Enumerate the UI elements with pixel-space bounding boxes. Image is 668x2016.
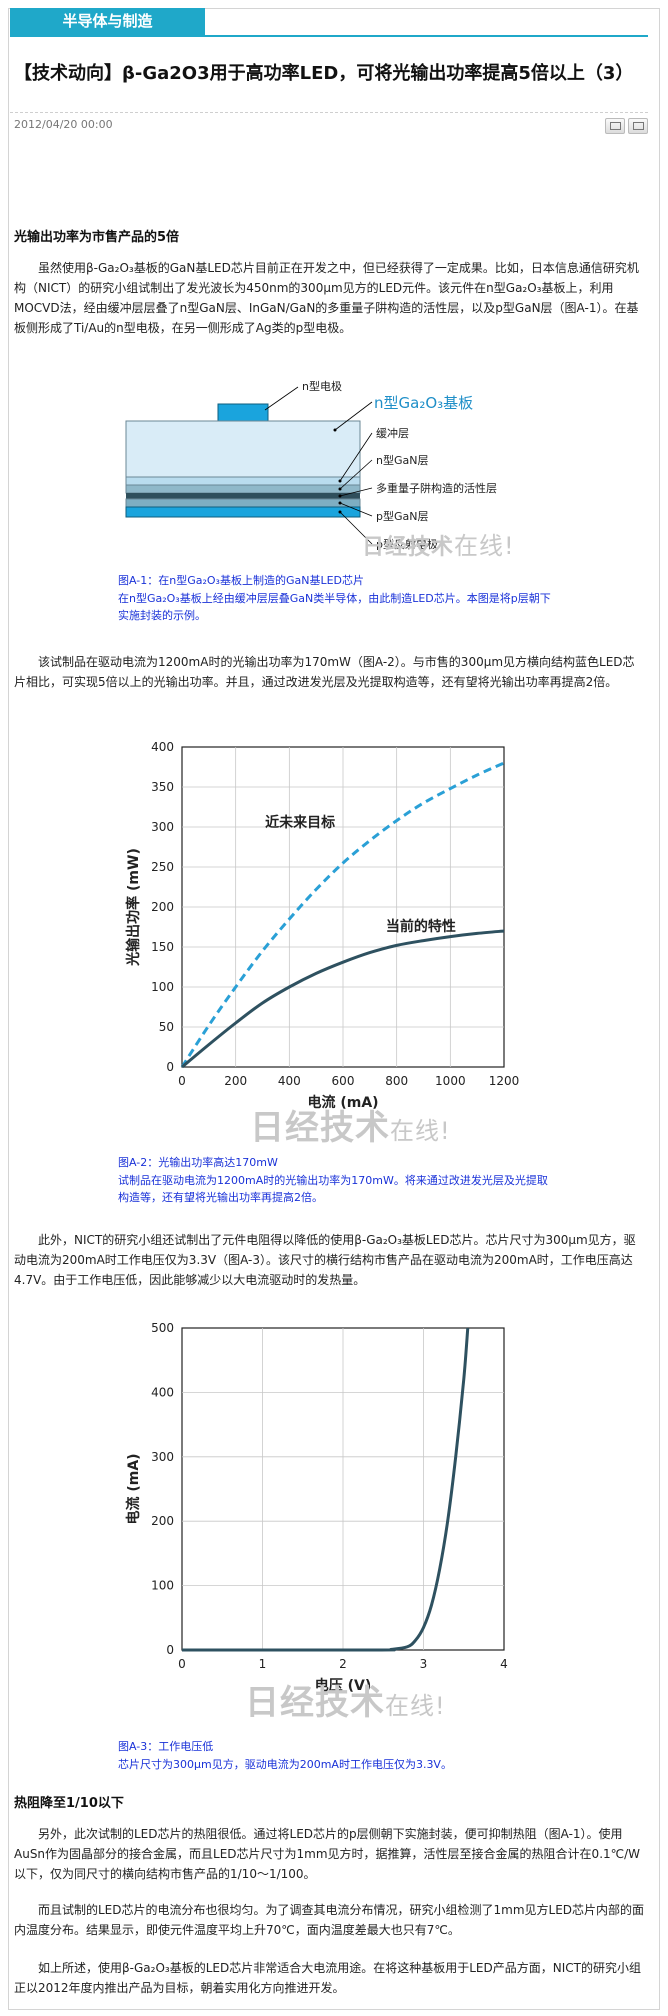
n-gan-layer bbox=[125, 484, 361, 494]
x-tick-label: 3 bbox=[420, 1657, 428, 1671]
chart-iv-curve: 0 1 2 3 4 0 100 200 300 400 500 电压 (V) 电流 (mA) bbox=[125, 1321, 508, 1694]
substrate-layer bbox=[125, 420, 361, 478]
x-tick-label: 400 bbox=[278, 1074, 301, 1088]
y-axis-label: 电流 (mA) bbox=[125, 1453, 142, 1524]
category-underline bbox=[10, 35, 648, 37]
label-mqw: 多重量子阱构造的活性层 bbox=[376, 482, 497, 495]
figure-caption-text: 在n型Ga₂O₃基板上经由缓冲层层叠GaN类半导体，由此制造LED芯片。本图是将… bbox=[118, 592, 551, 622]
x-tick-label: 0 bbox=[178, 1657, 186, 1671]
p-reflective-electrode bbox=[125, 506, 361, 518]
figure-caption-title: 图A-1：在n型Ga₂O₃基板上制造的GaN基LED芯片 bbox=[118, 574, 365, 587]
watermark: 日经技术在线! bbox=[362, 532, 515, 560]
y-tick-label: 500 bbox=[151, 1321, 174, 1335]
section-heading: 热阻降至1/10以下 bbox=[14, 1796, 124, 1811]
publish-date: 2012/04/20 00:00 bbox=[14, 118, 113, 131]
figure-caption-text: 芯片尺寸为300μm见方，驱动电流为200mA时工作电压仅为3.3V。 bbox=[118, 1758, 452, 1771]
x-tick-label: 600 bbox=[332, 1074, 355, 1088]
section-heading: 光输出功率为市售产品的5倍 bbox=[14, 230, 180, 245]
y-tick-label: 0 bbox=[166, 1060, 174, 1074]
label-n-gan: n型GaN层 bbox=[376, 454, 429, 467]
x-tick-label: 4 bbox=[500, 1657, 508, 1671]
paragraph: 如上所述，使用β-Ga₂O₃基板的LED芯片非常适合大电流用途。在将这种基板用于… bbox=[14, 1961, 641, 1995]
series-label: 当前的特性 bbox=[386, 918, 456, 935]
y-tick-label: 150 bbox=[151, 940, 174, 954]
figure-caption-title: 图A-3：工作电压低 bbox=[118, 1740, 214, 1753]
led-structure-diagram bbox=[125, 386, 373, 545]
series-line-1 bbox=[180, 761, 505, 1068]
p-gan-layer bbox=[125, 498, 361, 508]
x-tick-label: 1200 bbox=[489, 1074, 520, 1088]
label-p-gan: p型GaN层 bbox=[376, 510, 429, 523]
series-line-2 bbox=[181, 929, 505, 1069]
label-buffer: 缓冲层 bbox=[376, 427, 409, 440]
paragraph: 虽然使用β-Ga₂O₃基板的GaN基LED芯片目前正在开发之中，但已经获得了一定… bbox=[14, 261, 639, 335]
category-tab[interactable]: 半导体与制造 bbox=[10, 8, 205, 35]
chart-light-output: 0 200 400 600 800 1000 1200 0 50 100 150 200 250 300 3… bbox=[125, 740, 520, 1111]
series-label: 近未来目标 bbox=[265, 814, 335, 831]
label-substrate: n型Ga₂O₃基板 bbox=[374, 394, 474, 412]
x-tick-label: 1 bbox=[259, 1657, 267, 1671]
y-tick-label: 200 bbox=[151, 1514, 174, 1528]
x-tick-label: 1000 bbox=[435, 1074, 466, 1088]
x-axis-label: 电压 (V) bbox=[315, 1677, 372, 1694]
paragraph: 此外，NICT的研究小组还试制出了元件电阻得以降低的使用β-Ga₂O₃基板LED… bbox=[14, 1233, 636, 1287]
y-tick-label: 300 bbox=[151, 820, 174, 834]
x-axis-label: 电流 (mA) bbox=[307, 1094, 378, 1111]
paragraph: 该试制品在驱动电流为1200mA时的光输出功率为170mW（图A-2）。与市售的… bbox=[14, 655, 635, 689]
y-tick-label: 400 bbox=[151, 1385, 174, 1399]
series-line-1 bbox=[181, 1327, 470, 1652]
mqw-layer bbox=[126, 493, 360, 499]
y-tick-label: 250 bbox=[151, 860, 174, 874]
x-tick-label: 0 bbox=[178, 1074, 186, 1088]
watermark: 日经技术在线! bbox=[245, 1683, 446, 1723]
label-p-reflect: p型反射电极 bbox=[376, 538, 438, 551]
x-tick-label: 800 bbox=[385, 1074, 408, 1088]
y-tick-label: 300 bbox=[151, 1450, 174, 1464]
label-n-electrode: n型电极 bbox=[302, 380, 342, 393]
n-electrode-block bbox=[217, 403, 269, 423]
y-tick-label: 100 bbox=[151, 980, 174, 994]
print-icon[interactable] bbox=[605, 118, 625, 134]
x-tick-label: 2 bbox=[339, 1657, 347, 1671]
y-axis-label: 光输出功率 (mW) bbox=[125, 848, 142, 967]
paragraph: 另外，此次试制的LED芯片的热阻很低。通过将LED芯片的p层侧朝下实施封装，便可… bbox=[14, 1827, 641, 1881]
figure-caption-title: 图A-2：光输出功率高达170mW bbox=[118, 1156, 278, 1169]
buffer-layer bbox=[125, 476, 361, 486]
label-dots bbox=[333, 428, 342, 514]
y-tick-label: 350 bbox=[151, 780, 174, 794]
y-tick-label: 100 bbox=[151, 1579, 174, 1593]
x-tick-label: 200 bbox=[224, 1074, 247, 1088]
label-leaders bbox=[264, 386, 373, 545]
title-divider bbox=[10, 112, 648, 113]
y-tick-label: 50 bbox=[159, 1020, 174, 1034]
watermark: 日经技术在线! bbox=[250, 1108, 451, 1148]
paragraph: 而且试制的LED芯片的电流分布也很均匀。为了调查其电流分布情况，研究小组检测了1… bbox=[14, 1903, 645, 1937]
article-title: 【技术动向】β-Ga2O3用于高功率LED，可将光输出功率提高5倍以上（3） bbox=[14, 63, 634, 84]
y-tick-label: 400 bbox=[151, 740, 174, 754]
y-tick-label: 200 bbox=[151, 900, 174, 914]
email-icon[interactable] bbox=[628, 118, 648, 134]
figure-caption-text: 试制品在驱动电流为1200mA时的光输出功率为170mW。将来通过改进发光层及光… bbox=[118, 1174, 548, 1204]
y-tick-label: 0 bbox=[166, 1643, 174, 1657]
